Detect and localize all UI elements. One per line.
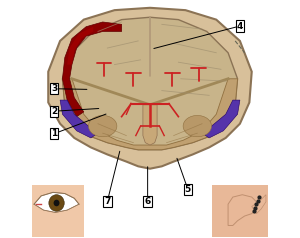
Polygon shape	[212, 185, 268, 237]
Text: 2: 2	[51, 107, 57, 116]
Polygon shape	[62, 17, 238, 150]
Ellipse shape	[49, 195, 64, 211]
Text: 5: 5	[185, 185, 191, 194]
Text: 4: 4	[237, 21, 243, 30]
Polygon shape	[228, 195, 256, 225]
Text: 6: 6	[145, 197, 151, 206]
Polygon shape	[143, 105, 157, 145]
Polygon shape	[48, 8, 252, 169]
Polygon shape	[202, 100, 240, 138]
Text: 1: 1	[51, 129, 57, 138]
Polygon shape	[252, 195, 266, 214]
Polygon shape	[67, 27, 93, 64]
Ellipse shape	[54, 200, 59, 206]
Ellipse shape	[183, 115, 212, 137]
Polygon shape	[62, 79, 238, 150]
Text: 3: 3	[51, 84, 57, 93]
Text: 7: 7	[104, 197, 111, 206]
Polygon shape	[62, 22, 122, 117]
Polygon shape	[60, 100, 98, 138]
Polygon shape	[34, 192, 79, 213]
Ellipse shape	[88, 115, 117, 137]
Polygon shape	[32, 185, 84, 237]
